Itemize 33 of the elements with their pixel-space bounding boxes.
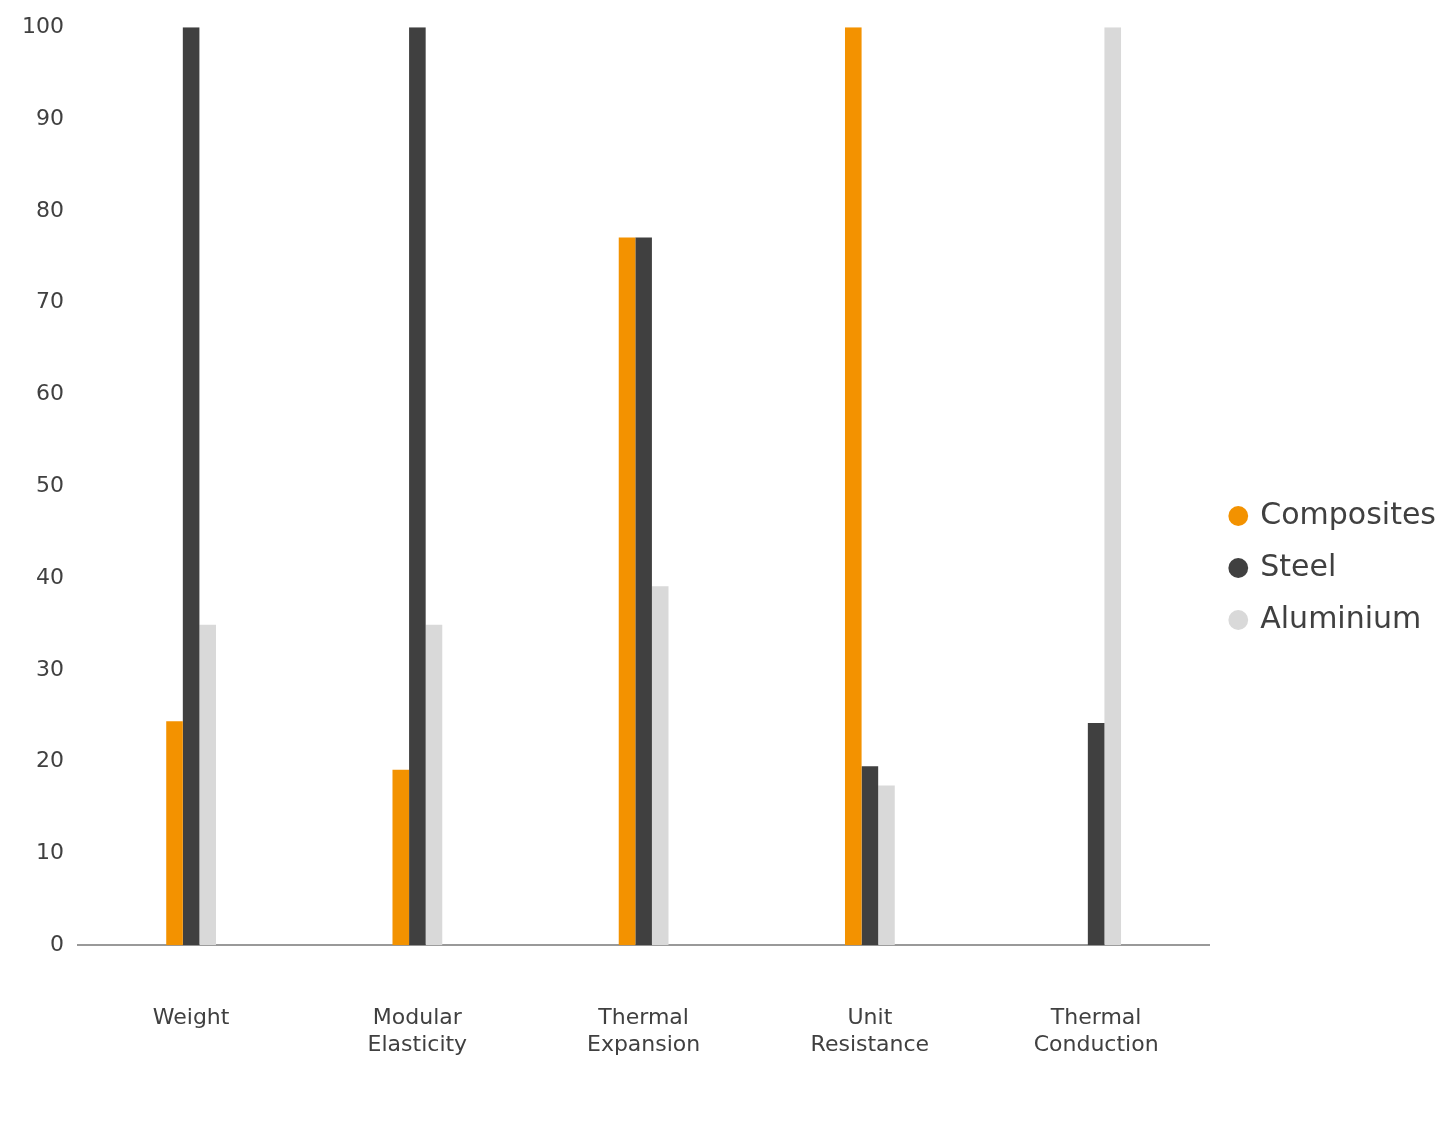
y-tick-label: 20: [35, 747, 64, 773]
bar: [635, 237, 652, 946]
x-tick-label: Thermal Expansion: [586, 1004, 701, 1056]
bar: [618, 237, 636, 946]
legend-label: Steel: [1260, 547, 1337, 583]
legend-label: Aluminium: [1260, 599, 1422, 635]
y-tick-label: 30: [35, 655, 64, 681]
y-tick-label: 0: [49, 930, 64, 956]
bar: [199, 624, 217, 946]
y-tick-label: 100: [21, 12, 64, 38]
bar: [166, 721, 183, 946]
bar: [409, 27, 426, 946]
bar: [425, 624, 443, 946]
y-tick-label: 60: [35, 380, 64, 406]
bar: [878, 785, 895, 946]
bar: [182, 27, 200, 946]
bar: [844, 27, 862, 946]
x-tick-label: Thermal Conduction: [1033, 1004, 1159, 1056]
bar: [861, 766, 879, 946]
bar: [1104, 27, 1122, 946]
x-tick-label: Modular Elasticity: [367, 1004, 468, 1056]
y-tick-label: 10: [35, 839, 64, 865]
x-tick-label: Unit Resistance: [810, 1004, 930, 1056]
y-tick-label: 50: [35, 471, 64, 497]
y-tick-label: 90: [35, 104, 64, 130]
legend-label: Composites: [1260, 495, 1437, 531]
y-tick-label: 70: [35, 288, 64, 314]
y-tick-label: 40: [35, 563, 64, 589]
x-tick-label: Weight: [152, 1004, 230, 1030]
bar: [651, 586, 669, 946]
bar: [1087, 723, 1105, 946]
y-tick-label: 80: [35, 196, 64, 222]
bar: [392, 769, 410, 946]
